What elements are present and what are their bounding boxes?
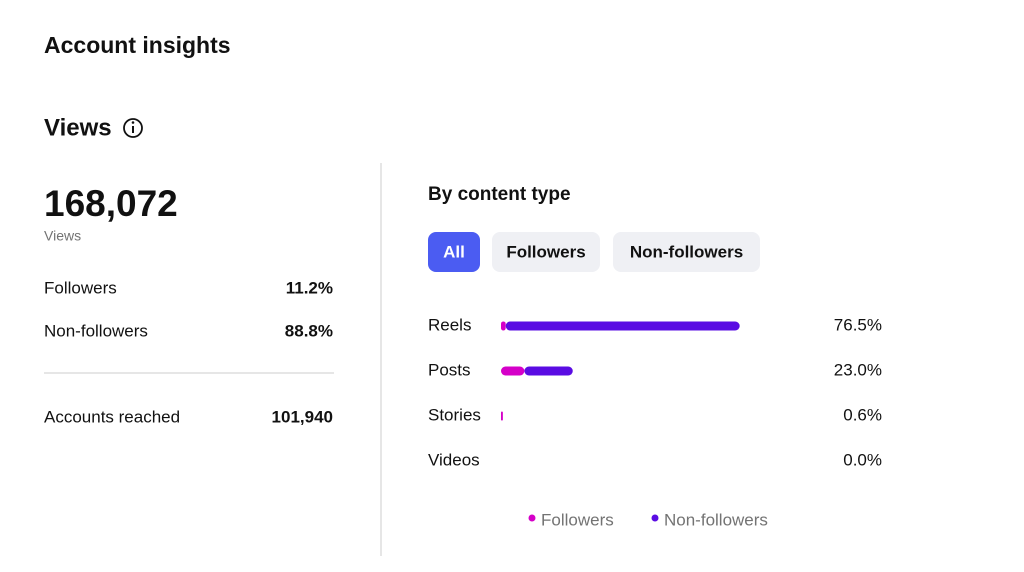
bar-segment [501, 366, 525, 376]
page-title: Account insights [44, 32, 231, 58]
category-label: Posts [428, 360, 471, 379]
value-label: 76.5% [834, 315, 882, 334]
total-views: 168,072 [44, 183, 178, 224]
total-label: Views [44, 228, 81, 244]
legend-dot [528, 514, 536, 522]
row-label: Accounts reached [44, 407, 180, 426]
row-label: Followers [44, 278, 117, 297]
tab[interactable] [428, 232, 480, 272]
tab[interactable] [613, 232, 760, 272]
value-label: 0.0% [843, 450, 882, 469]
legend-dot [651, 514, 659, 522]
legend-label: Non-followers [664, 510, 768, 529]
tab-label[interactable]: Non-followers [630, 242, 743, 261]
section-title: Views [44, 114, 112, 141]
info-icon[interactable] [123, 118, 143, 138]
value-label: 23.0% [834, 360, 882, 379]
category-label: Stories [428, 405, 481, 424]
tab-label[interactable]: Followers [506, 242, 585, 261]
tab[interactable] [492, 232, 600, 272]
row-value: 101,940 [272, 407, 333, 426]
row-value: 88.8% [285, 321, 333, 340]
row-label: Non-followers [44, 321, 148, 340]
legend-label: Followers [541, 510, 614, 529]
tab-label[interactable]: All [443, 242, 465, 261]
category-label: Videos [428, 450, 480, 469]
bar-segment [501, 321, 506, 331]
value-label: 0.6% [843, 405, 882, 424]
category-label: Reels [428, 315, 471, 334]
row-value: 11.2% [286, 278, 333, 297]
bar-segment [505, 321, 740, 331]
bar-segment [524, 366, 573, 376]
chart-title: By content type [428, 184, 571, 205]
bar-segment [501, 411, 503, 421]
